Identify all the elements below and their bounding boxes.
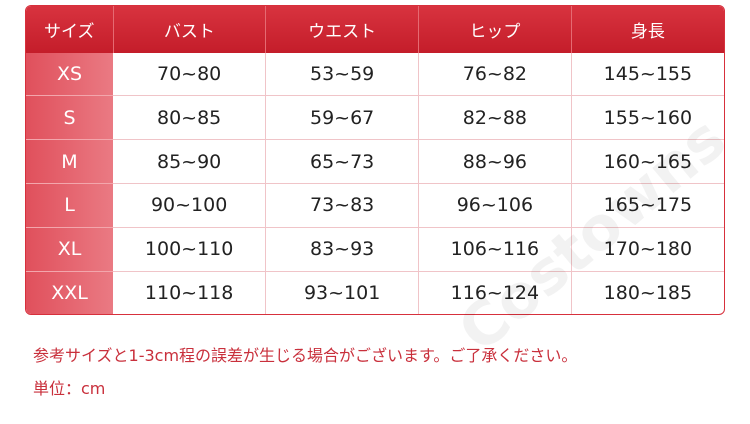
table-cell: 88~96: [418, 139, 572, 184]
table-cell: 96~106: [418, 183, 572, 228]
table-row: S 80~85 59~67 82~88 155~160: [26, 95, 724, 141]
table-cell: 73~83: [265, 183, 419, 228]
size-cell: L: [26, 183, 113, 228]
table-cell: 70~80: [113, 53, 267, 97]
table-cell: 76~82: [418, 53, 572, 97]
size-cell: XS: [26, 53, 113, 97]
table-cell: 85~90: [113, 139, 267, 184]
table-cell: 90~100: [113, 183, 267, 228]
header-cell: 身長: [571, 6, 724, 53]
table-cell: 83~93: [265, 227, 419, 272]
table-row: XXL 110~118 93~101 116~124 180~185: [26, 271, 724, 314]
table-cell: 160~165: [571, 139, 724, 184]
table-cell: 65~73: [265, 139, 419, 184]
table-body: XS 70~80 53~59 76~82 145~155 S 80~85 59~67 82~88…: [26, 53, 724, 314]
note: 参考サイズと1-3cm程の誤差が生じる場合がございます。ご了承ください。: [33, 346, 578, 365]
note: 単位：cm: [33, 379, 106, 398]
table-cell: 165~175: [571, 183, 724, 228]
table-cell: 93~101: [265, 271, 419, 314]
size-cell: S: [26, 95, 113, 141]
table-cell: 116~124: [418, 271, 572, 314]
table-row: XS 70~80 53~59 76~82 145~155: [26, 53, 724, 97]
table-cell: 59~67: [265, 95, 419, 141]
header-row: サイズ バスト ウエスト ヒップ 身長: [26, 6, 724, 53]
table-cell: 145~155: [571, 53, 724, 97]
size-cell: XXL: [26, 271, 113, 314]
header-cell: ヒップ: [418, 6, 572, 53]
table-cell: 106~116: [418, 227, 572, 272]
header-cell: ウエスト: [265, 6, 419, 53]
header-cell: サイズ: [26, 6, 114, 53]
table-cell: 180~185: [603, 281, 693, 304]
table-row: M 85~90 65~73 88~96 160~165: [26, 139, 724, 184]
size-table-frame: サイズ バスト ウエスト ヒップ 身長 XS 70~80 53~59 76~82 145~155…: [25, 5, 725, 315]
table-cell: 155~160: [571, 95, 724, 141]
header-cell: バスト: [113, 6, 267, 53]
size-table: サイズ バスト ウエスト ヒップ 身長 XS 70~80 53~59 76~82 145~155…: [26, 6, 724, 314]
table-cell: 53~59: [265, 53, 419, 97]
table-row: L 90~100 73~83 96~106 165~175: [26, 183, 724, 228]
table-cell: 100~110: [113, 227, 267, 272]
table-cell: 82~88: [418, 95, 572, 141]
table-cell: 80~85: [113, 95, 267, 141]
table-row: XL 100~110 83~93 106~116 170~180: [26, 227, 724, 272]
table-cell: 110~118: [113, 271, 267, 314]
size-cell: M: [26, 139, 113, 184]
size-cell: XL: [26, 227, 113, 272]
table-cell: 170~180: [571, 227, 724, 272]
